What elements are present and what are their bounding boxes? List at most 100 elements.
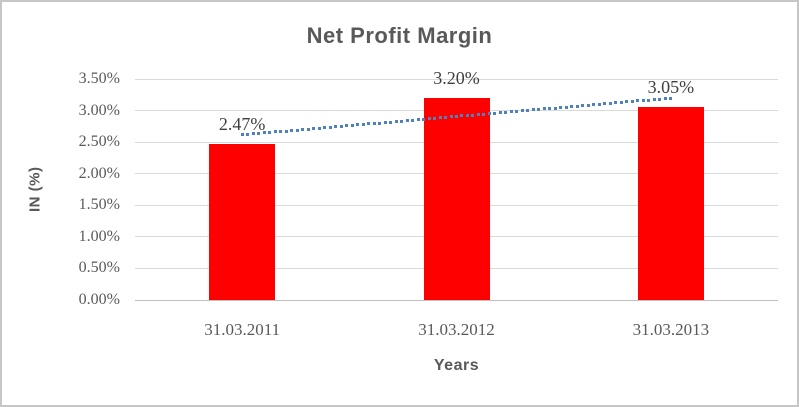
trendline-dot (433, 116, 437, 120)
trendline-dot (548, 106, 552, 110)
trendline-dot (559, 106, 563, 110)
trendline-dot (290, 129, 294, 133)
trendline-dot (520, 109, 524, 113)
trendline-dot (669, 96, 673, 100)
trendline-dot (345, 124, 349, 128)
x-axis-title: Years (433, 357, 480, 374)
plot-area: 2.47% 3.20% 3.05% (135, 68, 778, 301)
trendline-dot (416, 118, 420, 122)
trendline-dot (663, 97, 667, 101)
trendline-dot (531, 108, 535, 112)
trendline-dot (570, 105, 574, 109)
trendline-dot (367, 122, 371, 126)
y-tick-label: 0.00% (78, 291, 120, 308)
trendline-dot (251, 132, 255, 136)
bar-data-label: 3.05% (647, 77, 695, 98)
trendline-dot (383, 121, 387, 125)
trendline-dot (361, 122, 365, 126)
trendline-dot (356, 123, 360, 127)
trendline-dot (400, 119, 404, 123)
trendline-dot (350, 123, 354, 127)
trendline-dot (339, 124, 343, 128)
trendline-dot (323, 126, 327, 130)
trendline-dot (471, 113, 475, 117)
trendline-dot (581, 104, 585, 108)
trendline-dot (498, 111, 502, 115)
trendline-dot (378, 121, 382, 125)
trendline-dot (553, 106, 557, 110)
trendline-dot (482, 112, 486, 116)
trendline-dot (449, 115, 453, 119)
bar (423, 97, 490, 300)
y-tick-label: 1.00% (78, 227, 120, 245)
trendline-dot (394, 120, 398, 124)
trendline-dot (608, 101, 612, 105)
trendline-dot (284, 129, 288, 133)
trendline-dot (493, 111, 497, 115)
trendline-dot (372, 122, 376, 125)
trendline-dot (455, 114, 458, 118)
trendline-dot (614, 101, 618, 105)
trendline-dot (422, 117, 426, 121)
gridline (135, 78, 778, 80)
trendline-dot (630, 99, 634, 103)
trendline-dot (526, 108, 530, 112)
trendline-dot (504, 110, 508, 114)
trendline-dot (262, 131, 266, 135)
trendline-dot (652, 98, 656, 102)
trendline-dot (240, 133, 244, 137)
x-category-label: 31.03.2011 (204, 320, 281, 339)
y-tick-label: 3.00% (78, 101, 120, 119)
x-category-label: 31.03.2012 (418, 320, 495, 339)
bar-data-label: 2.47% (218, 114, 266, 135)
trendline-dot (444, 115, 447, 119)
trendline-dot (542, 107, 546, 111)
y-tick-label: 0.50% (78, 259, 120, 277)
trendline-dot (592, 103, 596, 107)
trendline-dot (636, 99, 640, 103)
trendline-dot (312, 127, 316, 131)
trendline-dot (427, 117, 431, 121)
trendline-dot (641, 99, 645, 102)
trendline-dot (537, 107, 541, 111)
trendline-dot (328, 125, 332, 129)
bar (637, 107, 704, 300)
trendline-dot (460, 114, 464, 118)
trendline-dot (619, 100, 623, 104)
y-tick-label: 2.50% (78, 133, 120, 151)
trendline-dot (476, 113, 480, 117)
trendline-dot (487, 112, 491, 116)
trendline-dot (465, 114, 469, 118)
trendline-dot (246, 132, 250, 136)
trendline-dot (658, 97, 662, 101)
trendline-dot (273, 130, 277, 134)
trendline-dot (257, 131, 261, 135)
trendline-dot (334, 125, 338, 129)
trendline-dot (389, 120, 393, 124)
bar (209, 144, 276, 300)
trendline-dot (564, 105, 568, 109)
trendline-dot (295, 128, 299, 132)
trendline-dot (515, 109, 519, 113)
chart-title: Net Profit Margin (306, 23, 493, 48)
trendline-dot (586, 103, 590, 107)
trendline-dot (438, 116, 442, 120)
trendline-dot (279, 129, 283, 133)
trendline-dot (597, 102, 601, 106)
trendline-dot (301, 128, 305, 132)
y-tick-label: 2.00% (78, 164, 120, 182)
bar-data-label: 3.20% (433, 67, 480, 88)
x-axis-line (135, 299, 778, 301)
trendline-dot (411, 118, 415, 122)
trendline-dot (306, 127, 310, 131)
trendline-dot (268, 130, 272, 134)
y-tick-label: 1.50% (78, 196, 120, 214)
trendline-dot (625, 100, 629, 104)
trendline-dot (317, 126, 321, 130)
trendline-dot (647, 98, 651, 102)
trendline-dot (509, 110, 513, 114)
trendline-dot (603, 102, 607, 106)
trendline-dot (405, 119, 409, 123)
trendline-dot (575, 104, 579, 108)
